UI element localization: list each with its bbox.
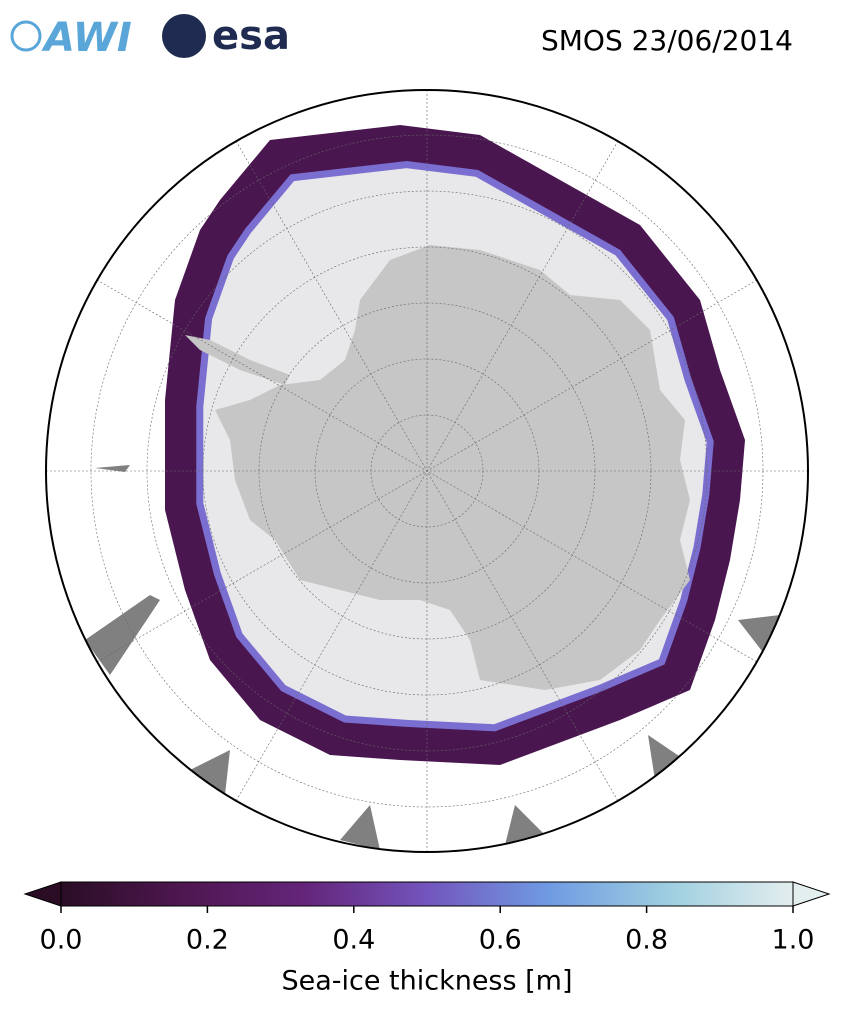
- map-frame: [45, 89, 809, 853]
- esa-logo: esa: [212, 13, 290, 59]
- antarctica: [215, 245, 690, 690]
- colorbar-label: Sea-ice thickness [m]: [281, 966, 572, 997]
- colorbar-extend-high: [792, 881, 831, 907]
- awi-logo-mark: [10, 20, 42, 52]
- awi-logo: AWI: [41, 15, 132, 61]
- esa-logo-mark: [162, 14, 206, 58]
- title: SMOS 23/06/2014: [541, 24, 793, 57]
- colorbar-tick-label: 0.6: [479, 925, 522, 956]
- colorbar-tick-label: 1.0: [772, 925, 815, 956]
- colorbar-ramp: [60, 881, 794, 907]
- peninsula: [185, 335, 290, 385]
- colorbar-extend-low: [23, 881, 62, 907]
- colorbar-tick-label: 0.2: [186, 925, 229, 956]
- graticule: [46, 90, 808, 852]
- header: AWI esa SMOS 23/06/2014: [10, 13, 793, 61]
- landmasses: [85, 465, 780, 850]
- colorbar-tick-label: 0.4: [332, 925, 375, 956]
- map: [46, 90, 808, 852]
- colorbar-tick-label: 0.0: [40, 925, 83, 956]
- colorbar: Sea-ice thickness [m] 0.0 0.2 0.4 0.6 0.8 1.0: [23, 881, 831, 997]
- colorbar-tick-label: 0.8: [625, 925, 668, 956]
